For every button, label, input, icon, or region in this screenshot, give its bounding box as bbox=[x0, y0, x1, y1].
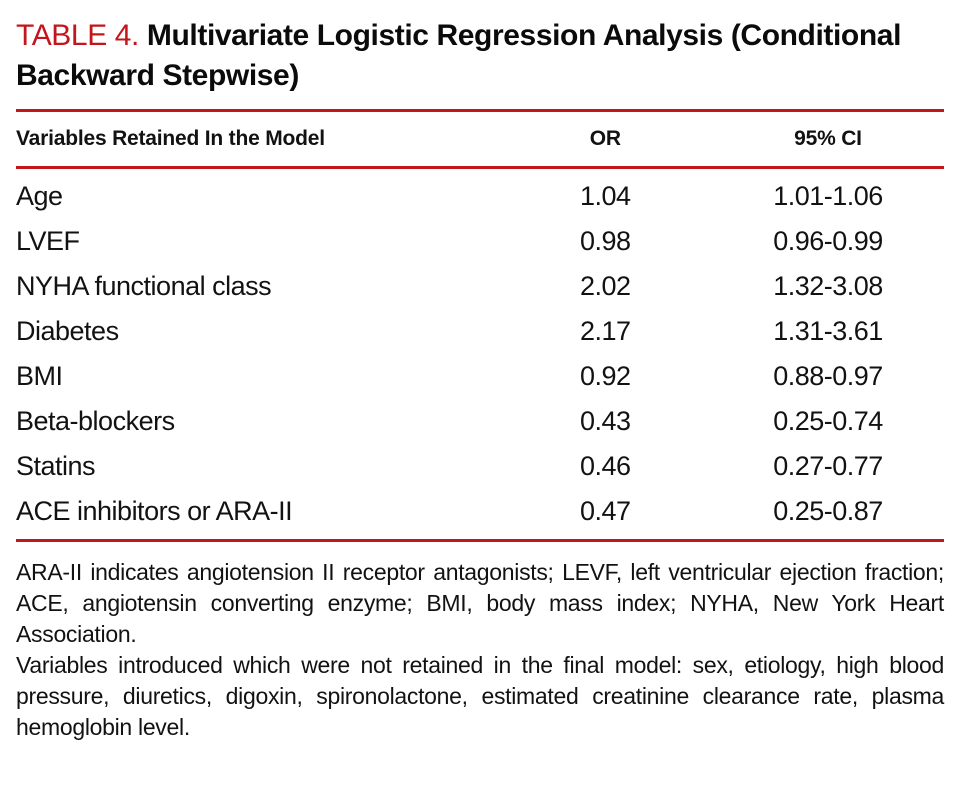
ci-cell: 1.01-1.06 bbox=[773, 181, 883, 212]
or-cell: 0.92 bbox=[579, 361, 631, 392]
ci-cell: 0.25-0.74 bbox=[773, 406, 883, 437]
header-row: Variables Retained In the Model OR 95% C… bbox=[16, 110, 944, 168]
table-title: TABLE 4. Multivariate Logistic Regressio… bbox=[16, 16, 944, 95]
table-row: Beta-blockers 0.43 0.25-0.74 bbox=[16, 399, 944, 444]
ci-cell: 0.88-0.97 bbox=[773, 361, 883, 392]
or-cell: 0.47 bbox=[579, 496, 631, 527]
table-footnotes: ARA-II indicates angiotension II recepto… bbox=[16, 557, 944, 743]
variable-cell: LVEF bbox=[16, 226, 80, 257]
table-row: Statins 0.46 0.27-0.77 bbox=[16, 444, 944, 489]
table-header: Variables Retained In the Model OR 95% C… bbox=[16, 110, 944, 168]
ci-cell: 0.96-0.99 bbox=[773, 226, 883, 257]
variable-cell: Statins bbox=[16, 451, 96, 482]
footnote-variables-not-retained: Variables introduced which were not reta… bbox=[16, 652, 944, 741]
table-body: Age 1.04 1.01-1.06 LVEF 0.98 0.96-0.99 N… bbox=[16, 168, 944, 541]
variable-cell: Age bbox=[16, 181, 63, 212]
variable-cell: NYHA functional class bbox=[16, 271, 272, 302]
variable-cell: BMI bbox=[16, 361, 63, 392]
ci-cell: 0.27-0.77 bbox=[773, 451, 883, 482]
table-row: BMI 0.92 0.88-0.97 bbox=[16, 354, 944, 399]
column-header-variables: Variables Retained In the Model bbox=[16, 127, 325, 151]
ci-cell: 0.25-0.87 bbox=[773, 496, 883, 527]
table-number-label: TABLE 4. bbox=[16, 19, 139, 52]
table-row: ACE inhibitors or ARA-II 0.47 0.25-0.87 bbox=[16, 489, 944, 541]
ci-cell: 1.31-3.61 bbox=[773, 316, 883, 347]
variable-cell: Beta-blockers bbox=[16, 406, 175, 437]
column-header-ci: 95% CI bbox=[794, 127, 862, 151]
variable-cell: Diabetes bbox=[16, 316, 119, 347]
or-cell: 2.17 bbox=[579, 316, 631, 347]
or-cell: 0.46 bbox=[579, 451, 631, 482]
table-row: Age 1.04 1.01-1.06 bbox=[16, 168, 944, 220]
or-cell: 2.02 bbox=[579, 271, 631, 302]
or-cell: 0.98 bbox=[579, 226, 631, 257]
ci-cell: 1.32-3.08 bbox=[773, 271, 883, 302]
table-row: LVEF 0.98 0.96-0.99 bbox=[16, 219, 944, 264]
table-title-text: Multivariate Logistic Regression Analysi… bbox=[16, 19, 901, 92]
or-cell: 0.43 bbox=[579, 406, 631, 437]
regression-table: Variables Retained In the Model OR 95% C… bbox=[16, 109, 944, 542]
variable-cell: ACE inhibitors or ARA-II bbox=[16, 496, 293, 527]
column-header-or: OR bbox=[589, 127, 621, 151]
or-cell: 1.04 bbox=[579, 181, 631, 212]
table-row: NYHA functional class 2.02 1.32-3.08 bbox=[16, 264, 944, 309]
table-row: Diabetes 2.17 1.31-3.61 bbox=[16, 309, 944, 354]
footnote-abbreviations: ARA-II indicates angiotension II recepto… bbox=[16, 559, 944, 648]
